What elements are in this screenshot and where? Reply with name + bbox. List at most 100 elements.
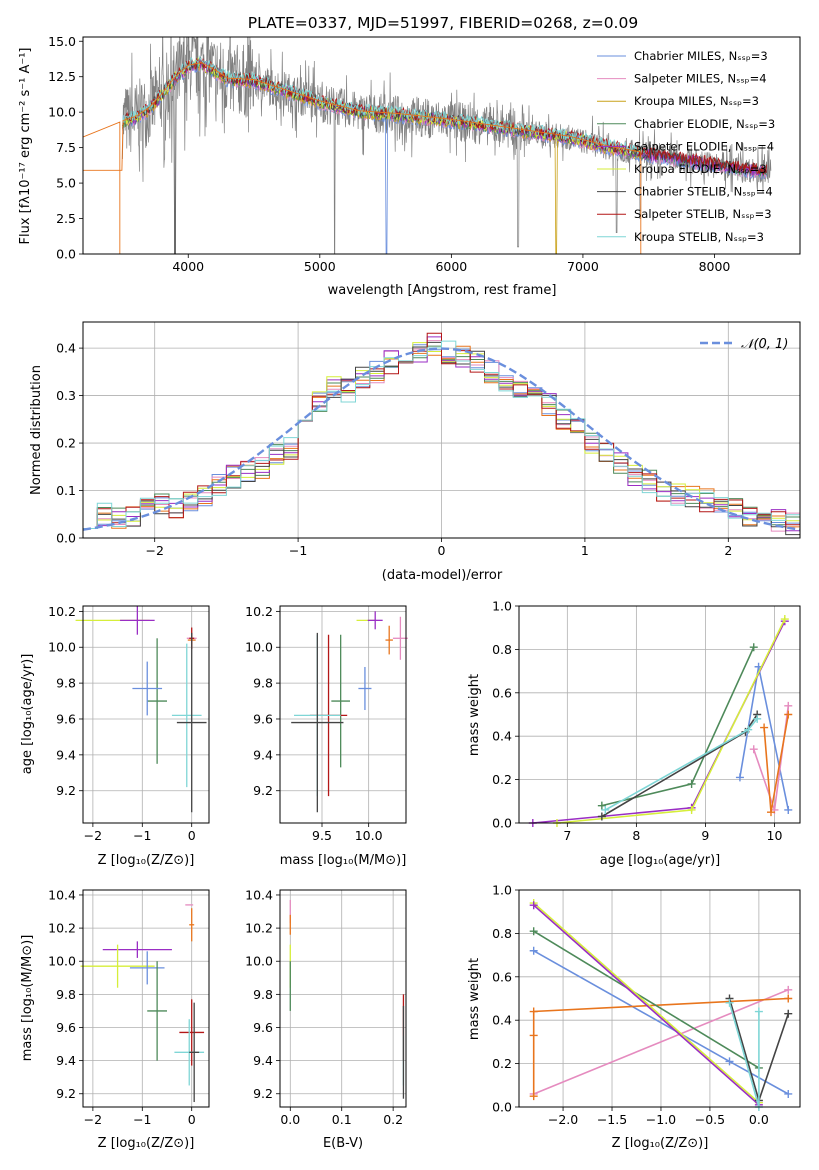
x-tick-label: 8 [632, 828, 640, 843]
series-marker [784, 701, 793, 710]
panel-mass-vs-Z: −2 −1 0 9.2 9.4 9.6 9.8 10.0 10.2 10.4 Z [log₁₀(Z… [20, 887, 210, 1151]
legend-label: Salpeter MILES, Nₛₛₚ=4 [634, 72, 767, 86]
series-marker [601, 805, 610, 814]
y-tick-label: 15.0 [48, 34, 76, 49]
x-tick-label: 0 [438, 543, 446, 558]
series-line [739, 666, 790, 811]
legend-label: Chabrier ELODIE, Nₛₛₚ=3 [634, 117, 775, 131]
series-marker [784, 994, 793, 1003]
x-tick-label: 0 [188, 828, 196, 843]
series-marker [725, 998, 734, 1007]
x-tick-label: 8000 [699, 259, 731, 274]
histogram-step [83, 340, 800, 529]
spectrum-lines [83, 37, 772, 254]
y-tick-label: 9.2 [253, 1086, 273, 1101]
x-tick-label: 5000 [304, 259, 336, 274]
series-marker [529, 1031, 538, 1040]
series-marker [784, 805, 793, 814]
panel-mass-vs-EBV: 0.0 0.1 0.2 9.2 9.4 9.6 9.8 10.0 10.2 10.4 E(B-V) [245, 887, 407, 1151]
series-line [604, 718, 758, 811]
y-tick-label: 1.0 [492, 599, 512, 614]
x-tick-label: 0.2 [383, 1112, 403, 1127]
y-tick-label: 10.2 [245, 604, 273, 619]
model-spectrum-kroupa-stelib [122, 55, 641, 155]
legend-label: Kroupa MILES, Nₛₛₚ=3 [634, 94, 759, 108]
series-marker [784, 710, 793, 719]
legend-label: Chabrier MILES, Nₛₛₚ=3 [634, 49, 768, 63]
plot-frame [279, 605, 407, 824]
x-tick-label: −1 [133, 828, 151, 843]
series-marker [760, 723, 769, 732]
y-tick-label: 0.2 [492, 772, 512, 787]
series-line [533, 989, 789, 1095]
x-tick-label: 7 [563, 828, 571, 843]
histogram-ylabel: Normed distribution [29, 365, 44, 495]
plot-frame [82, 605, 210, 824]
age-vs-mass-xlabel: mass [log₁₀(M/M⊙)] [280, 853, 407, 868]
x-tick-label: 1 [581, 543, 589, 558]
x-tick-label: 0.1 [332, 1112, 352, 1127]
spectrum-ylabel: Flux [fλ10⁻¹⁷ erg cm⁻² s⁻¹ A⁻¹] [18, 48, 33, 245]
x-tick-label: −1.5 [597, 1112, 627, 1127]
x-tick-label: −1.0 [646, 1112, 676, 1127]
y-tick-label: 10.4 [48, 887, 76, 902]
series-marker [753, 714, 762, 723]
y-tick-label: 9.8 [56, 676, 76, 691]
legend-label-normal: 𝒩(0, 1) [741, 337, 788, 352]
plot-frame [279, 889, 407, 1108]
x-tick-label: 0.0 [749, 1112, 769, 1127]
y-tick-label: 9.8 [253, 676, 273, 691]
series-marker [749, 643, 758, 652]
x-tick-label: 4000 [172, 259, 204, 274]
y-tick-label: 9.4 [56, 747, 76, 762]
y-tick-label: 0.0 [56, 531, 76, 546]
series-marker [749, 745, 758, 754]
y-tick-label: 9.2 [56, 1086, 76, 1101]
model-spectrum-orange [83, 62, 642, 254]
plot-frame [518, 889, 801, 1108]
y-tick-label: 10.0 [48, 954, 76, 969]
y-tick-label: 0.6 [492, 685, 512, 700]
y-tick-label: 0.0 [56, 247, 76, 262]
series-marker [767, 808, 776, 817]
series-marker [744, 725, 753, 734]
legend-label: Chabrier STELIB, Nₛₛₚ=4 [634, 185, 773, 199]
x-tick-label: 9 [701, 828, 709, 843]
series-marker [529, 946, 538, 955]
series-line [601, 714, 758, 818]
series-line [533, 930, 760, 1069]
y-tick-label: 9.6 [56, 711, 76, 726]
x-tick-label: 9.5 [312, 828, 332, 843]
y-tick-label: 10.4 [245, 887, 273, 902]
x-tick-label: −2 [84, 1112, 102, 1127]
series-marker [784, 985, 793, 994]
x-tick-label: −2 [84, 828, 102, 843]
y-tick-label: 10.0 [245, 640, 273, 655]
series-marker [754, 1007, 763, 1016]
y-tick-label: 0.2 [56, 436, 76, 451]
figure-title: PLATE=0337, MJD=51997, FIBERID=0268, z=0… [248, 14, 638, 32]
y-tick-label: 0.8 [492, 926, 512, 941]
y-tick-label: 9.8 [253, 987, 273, 1002]
x-tick-label: 6000 [435, 259, 467, 274]
x-tick-label: 7000 [567, 259, 599, 274]
legend-label: Kroupa ELODIE, Nₛₛₚ=3 [634, 162, 767, 176]
plot-frame [518, 605, 801, 824]
normal-curve [82, 347, 801, 531]
y-tick-label: 10.0 [48, 640, 76, 655]
x-tick-label: 10.0 [355, 828, 383, 843]
series-marker [687, 779, 696, 788]
y-tick-label: 9.6 [56, 1020, 76, 1035]
series-marker [725, 1057, 734, 1066]
y-tick-label: 9.6 [253, 1020, 273, 1035]
y-tick-label: 9.4 [253, 747, 273, 762]
y-tick-label: 9.4 [56, 1053, 76, 1068]
y-tick-label: 9.6 [253, 711, 273, 726]
panel-mass-weight-vs-Z: −2.0 −1.5 −1.0 −0.5 0.0 0.0 0.2 0.4 0.6 0.8 1.0 Z … [467, 883, 801, 1151]
legend-label: Salpeter STELIB, Nₛₛₚ=3 [634, 207, 772, 221]
panel-spectrum: 4000 5000 6000 7000 8000 0.0 2.5 5.0 7.5 10.0 12.5… [18, 34, 801, 298]
mw-Z-xlabel: Z [log₁₀(Z/Z⊙)] [612, 1136, 709, 1151]
series-marker [735, 773, 744, 782]
age-vs-Z-xlabel: Z [log₁₀(Z/Z⊙)] [98, 853, 195, 868]
y-tick-label: 0.1 [56, 483, 76, 498]
